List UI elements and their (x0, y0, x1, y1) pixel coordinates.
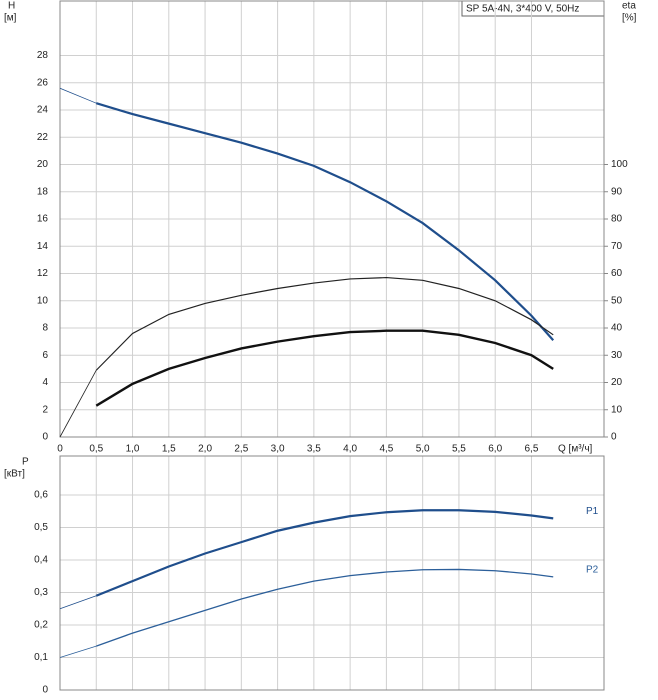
x-tick-label: 4,0 (343, 444, 357, 455)
y-tick-label: 22 (37, 132, 49, 143)
x-tick-label: 2,0 (198, 444, 212, 455)
y2-tick-label: 50 (611, 295, 623, 306)
x-axis-label: Q [м³/ч] (558, 444, 593, 455)
y-tick-label: 0,1 (34, 652, 48, 663)
lead-in-line (59, 595, 97, 610)
y-tick-label: 6 (42, 350, 48, 361)
y2-tick-label: 60 (611, 268, 623, 279)
y-tick-label: 8 (42, 323, 48, 334)
y2-tick-label: 90 (611, 186, 623, 197)
x-tick-label: 3,5 (307, 444, 321, 455)
y-tick-label: 4 (42, 377, 48, 388)
curve (95, 102, 555, 341)
y-tick-label: 10 (37, 295, 49, 306)
y-tick-label: 0,6 (34, 490, 48, 501)
lead-in-line (59, 645, 97, 658)
x-tick-label: 2,5 (234, 444, 248, 455)
x-tick-label: 3,0 (271, 444, 285, 455)
series-label: P2 (586, 565, 599, 576)
curve (95, 509, 554, 597)
x-tick-label: 1,5 (162, 444, 176, 455)
y2-tick-label: 0 (611, 432, 617, 443)
y-tick-label: 0,4 (34, 555, 48, 566)
series-label: P1 (586, 506, 599, 517)
y-tick-label: 0,2 (34, 620, 48, 631)
y-tick-label: 2 (42, 404, 48, 415)
y2-tick-label: 30 (611, 350, 623, 361)
y2-tick-label: 40 (611, 323, 623, 334)
y-axis-unit: [м] (4, 13, 17, 24)
y-axis-unit: [кВт] (4, 469, 25, 480)
y-tick-label: 26 (37, 77, 49, 88)
y-tick-label: 0,5 (34, 522, 48, 533)
y-tick-label: 18 (37, 186, 49, 197)
x-tick-label: 5,0 (416, 444, 430, 455)
lead-in-line (59, 87, 97, 104)
y2-axis-label: eta (622, 1, 636, 12)
y-tick-label: 20 (37, 159, 49, 170)
y-tick-label: 16 (37, 214, 49, 225)
x-tick-label: 1,0 (126, 444, 140, 455)
y-axis-label: H (8, 1, 15, 12)
x-tick-label: 0 (57, 444, 63, 455)
plot-frame (59, 455, 605, 691)
y2-tick-label: 70 (611, 241, 623, 252)
y-tick-label: 0 (42, 432, 48, 443)
x-tick-label: 0,5 (89, 444, 103, 455)
curve (95, 329, 554, 407)
x-tick-label: 4,5 (379, 444, 393, 455)
x-tick-label: 6,0 (488, 444, 502, 455)
curve (96, 568, 554, 647)
y-tick-label: 28 (37, 50, 49, 61)
y2-tick-label: 20 (611, 377, 623, 388)
y-tick-label: 14 (37, 241, 49, 252)
x-tick-label: 6,5 (525, 444, 539, 455)
y2-tick-label: 80 (611, 214, 623, 225)
curve (95, 276, 554, 371)
lead-in-line (59, 370, 97, 438)
legend-text: SP 5A-4N, 3*400 V, 50Hz (466, 4, 579, 15)
x-tick-label: 5,5 (452, 444, 466, 455)
y2-axis-unit: [%] (622, 13, 637, 24)
y-axis-label: P (22, 457, 29, 468)
y-tick-label: 0 (42, 685, 48, 696)
y-tick-label: 0,3 (34, 587, 48, 598)
y-tick-label: 12 (37, 268, 49, 279)
y2-tick-label: 10 (611, 404, 623, 415)
y2-tick-label: 100 (611, 159, 628, 170)
y-tick-label: 24 (37, 105, 49, 116)
